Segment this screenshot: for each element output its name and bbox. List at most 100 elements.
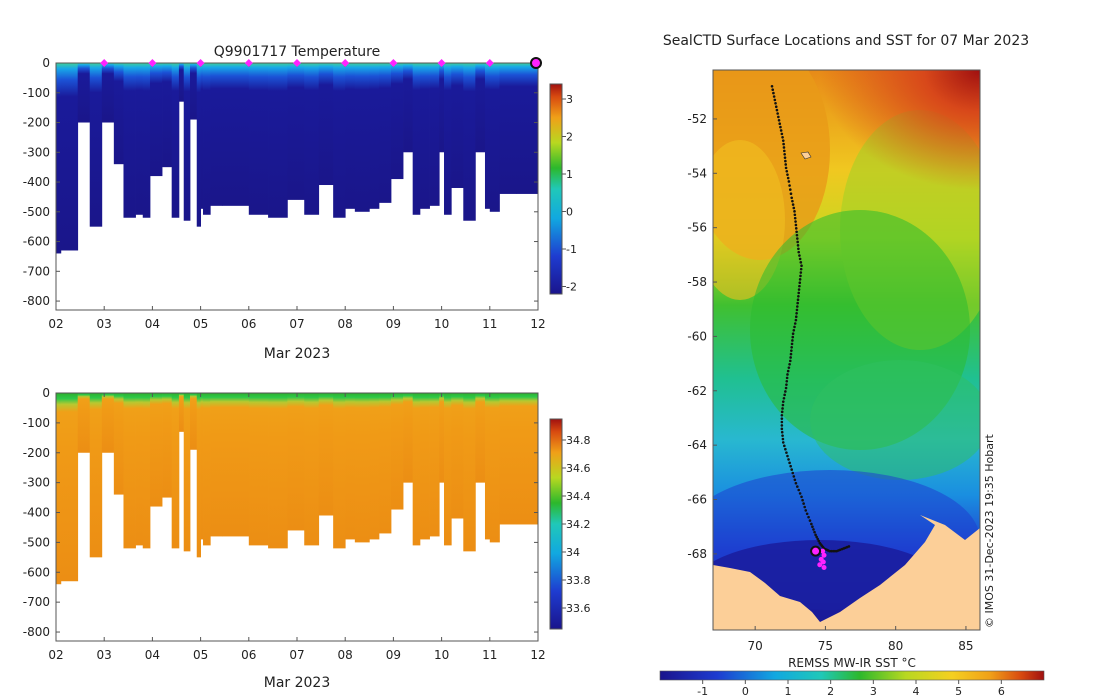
profile-column-40 <box>484 393 491 540</box>
track-point <box>786 173 789 176</box>
track-point <box>781 441 785 444</box>
x-tick-label: 07 <box>289 648 304 662</box>
profile-column-3 <box>89 393 103 558</box>
x-tick-label: 05 <box>193 648 208 662</box>
cb-tick-label: 34.2 <box>566 518 591 531</box>
track-point <box>788 188 792 191</box>
track-point <box>791 203 795 206</box>
track-point <box>772 91 775 95</box>
track-point <box>792 328 796 332</box>
track-point <box>847 545 851 548</box>
track-point <box>796 244 800 247</box>
profile-column-25 <box>333 63 346 218</box>
seal-track <box>770 85 851 553</box>
y-tick-label: -100 <box>23 416 50 430</box>
profile-column-35 <box>439 63 445 153</box>
profile-column-35 <box>439 393 445 483</box>
sealctd-profile-point <box>821 564 827 570</box>
track-point <box>796 301 799 305</box>
profile-column-5 <box>113 393 124 495</box>
x-tick-label: 05 <box>193 317 208 331</box>
profile-column-6 <box>123 393 136 549</box>
track-point <box>807 515 810 519</box>
sst-cb-tick-label: 0 <box>742 685 749 698</box>
profile-column-31 <box>403 63 414 153</box>
track-point <box>783 156 787 159</box>
track-point <box>780 132 784 136</box>
track-point <box>787 458 790 461</box>
lat-tick-label: -68 <box>687 547 707 561</box>
profile-column-2 <box>77 63 91 123</box>
track-point <box>811 525 814 528</box>
track-point <box>785 451 788 454</box>
track-point <box>794 315 798 318</box>
temperature-colorbar-ticks: 3 2 1 0 -1 -2 <box>562 93 577 294</box>
track-point <box>791 339 794 342</box>
track-point <box>796 298 800 302</box>
profile-column-19 <box>222 63 250 206</box>
track-point <box>778 122 782 125</box>
track-point <box>784 159 787 163</box>
x-tick-label: 08 <box>338 648 353 662</box>
track-point <box>793 210 796 213</box>
profile-column-33 <box>419 393 430 540</box>
profile-column-42 <box>499 393 517 525</box>
track-point <box>786 369 790 373</box>
track-point <box>777 118 781 122</box>
temperature-x-axis: 02 03 04 05 06 07 08 09 10 11 12 <box>48 63 546 331</box>
track-point <box>799 271 803 274</box>
track-point <box>797 247 800 251</box>
track-point <box>781 135 784 139</box>
salinity-colorbar-ticks: 34.8 34.6 34.4 34.2 34 33.8 33.6 <box>562 434 591 615</box>
cb-tick-label: 0 <box>566 206 573 219</box>
sst-colorbar-label: REMSS MW-IR SST °C <box>788 656 916 670</box>
profile-marker <box>437 59 446 67</box>
profile-column-15 <box>196 63 201 227</box>
lat-tick-label: -62 <box>687 384 707 398</box>
track-point <box>814 533 817 537</box>
track-point <box>780 410 784 414</box>
track-point <box>793 213 797 217</box>
track-point <box>785 379 789 383</box>
lat-tick-label: -64 <box>687 438 707 452</box>
y-tick-label: -600 <box>23 235 50 249</box>
y-tick-label: -800 <box>23 625 50 639</box>
lat-tick-label: -56 <box>687 221 707 235</box>
track-point <box>786 176 790 180</box>
profile-column-8 <box>142 393 151 549</box>
lat-tick-label: -52 <box>687 112 707 126</box>
track-point <box>780 430 784 434</box>
y-tick-label: -200 <box>23 116 50 130</box>
lat-tick-label: -60 <box>687 329 707 343</box>
track-point <box>804 509 808 512</box>
profile-column-2 <box>77 393 91 453</box>
track-point <box>781 434 784 437</box>
map-title: SealCTD Surface Locations and SST for 07… <box>663 33 1029 49</box>
sst-cb-tick-label: 1 <box>785 685 792 698</box>
y-tick-label: -800 <box>23 294 50 308</box>
profile-column-21 <box>268 63 288 218</box>
track-point <box>790 468 793 471</box>
cb-tick-label: 33.8 <box>566 574 591 587</box>
track-point <box>783 152 786 156</box>
profile-marker <box>148 59 157 67</box>
salinity-profiles <box>56 393 538 585</box>
latest-profile-marker <box>530 57 542 69</box>
track-point <box>797 250 801 254</box>
profile-marker <box>341 59 350 67</box>
profile-column-9 <box>149 63 163 177</box>
x-tick-label: 10 <box>434 648 449 662</box>
profile-column-7 <box>135 63 144 215</box>
track-point <box>773 98 777 102</box>
cb-tick-label: 33.6 <box>566 602 591 615</box>
track-point <box>790 349 793 352</box>
profile-column-28 <box>369 63 380 209</box>
track-point <box>793 216 797 220</box>
temperature-panel: Q9901717 Temperature 0 -100 -200 -300 -400 -5… <box>23 44 577 362</box>
profile-column-42 <box>499 63 517 194</box>
track-point <box>781 400 785 403</box>
track-point <box>783 149 786 153</box>
profile-column-29 <box>378 393 392 534</box>
track-point <box>782 396 786 400</box>
lon-tick-label: 70 <box>748 639 763 653</box>
